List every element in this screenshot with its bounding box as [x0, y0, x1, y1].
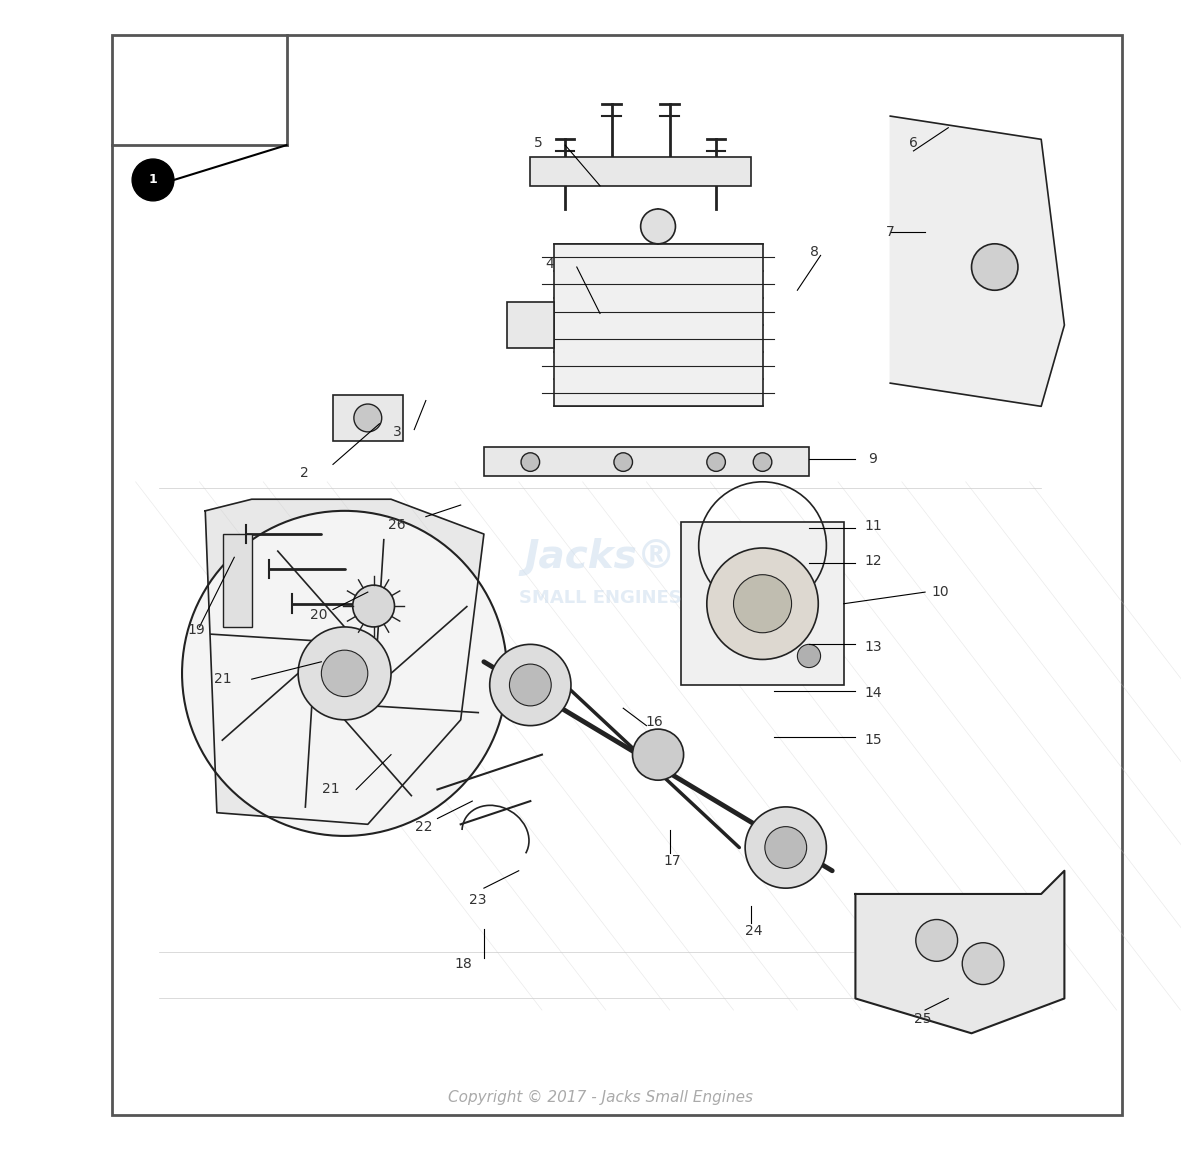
Text: 21: 21 — [322, 783, 340, 796]
Circle shape — [632, 729, 684, 780]
Circle shape — [707, 548, 818, 659]
Text: 17: 17 — [664, 854, 680, 868]
Bar — [682, 522, 844, 685]
Circle shape — [354, 404, 382, 432]
Circle shape — [972, 244, 1018, 290]
Text: 16: 16 — [646, 715, 664, 729]
Text: 4: 4 — [546, 257, 554, 271]
Circle shape — [797, 644, 821, 668]
Text: 21: 21 — [214, 672, 232, 686]
Bar — [530, 157, 751, 186]
Text: 22: 22 — [415, 820, 432, 834]
Circle shape — [764, 827, 806, 868]
Circle shape — [298, 627, 391, 720]
Circle shape — [132, 159, 174, 201]
Circle shape — [733, 575, 792, 633]
Circle shape — [182, 511, 508, 836]
Text: 13: 13 — [864, 640, 882, 654]
Circle shape — [641, 209, 676, 244]
Polygon shape — [890, 116, 1064, 406]
Text: SMALL ENGINES: SMALL ENGINES — [518, 589, 682, 607]
Text: Jacks®: Jacks® — [524, 539, 676, 576]
Text: 20: 20 — [311, 608, 328, 622]
Circle shape — [322, 650, 368, 697]
Text: 5: 5 — [534, 136, 542, 150]
Polygon shape — [856, 871, 1064, 1033]
Circle shape — [353, 585, 395, 627]
Text: 26: 26 — [388, 518, 406, 532]
Circle shape — [745, 807, 827, 888]
Bar — [223, 534, 252, 627]
Bar — [113, 35, 1122, 1115]
Text: 12: 12 — [864, 554, 882, 568]
Circle shape — [490, 644, 571, 726]
Text: 24: 24 — [744, 924, 762, 938]
Text: Copyright © 2017 - Jacks Small Engines: Copyright © 2017 - Jacks Small Engines — [448, 1090, 752, 1104]
Text: 3: 3 — [392, 425, 401, 439]
Text: 6: 6 — [910, 136, 918, 150]
Circle shape — [754, 453, 772, 471]
Circle shape — [510, 664, 551, 706]
Bar — [332, 395, 403, 441]
Text: 9: 9 — [869, 452, 877, 466]
Bar — [484, 447, 809, 476]
Text: 23: 23 — [469, 893, 487, 907]
Text: 8: 8 — [810, 245, 820, 259]
Bar — [553, 244, 762, 406]
Text: 10: 10 — [931, 585, 949, 599]
Text: 15: 15 — [864, 733, 882, 747]
Text: 19: 19 — [187, 623, 205, 637]
Text: 7: 7 — [886, 225, 895, 239]
Text: 2: 2 — [300, 466, 308, 479]
Polygon shape — [205, 499, 484, 824]
Circle shape — [614, 453, 632, 471]
Text: 25: 25 — [914, 1012, 931, 1026]
Text: 1: 1 — [149, 173, 157, 187]
Circle shape — [962, 943, 1004, 985]
Circle shape — [707, 453, 725, 471]
Text: 14: 14 — [864, 686, 882, 700]
Bar — [508, 302, 553, 348]
Text: 18: 18 — [454, 957, 472, 971]
Circle shape — [916, 920, 958, 961]
Text: 11: 11 — [864, 519, 882, 533]
Circle shape — [521, 453, 540, 471]
